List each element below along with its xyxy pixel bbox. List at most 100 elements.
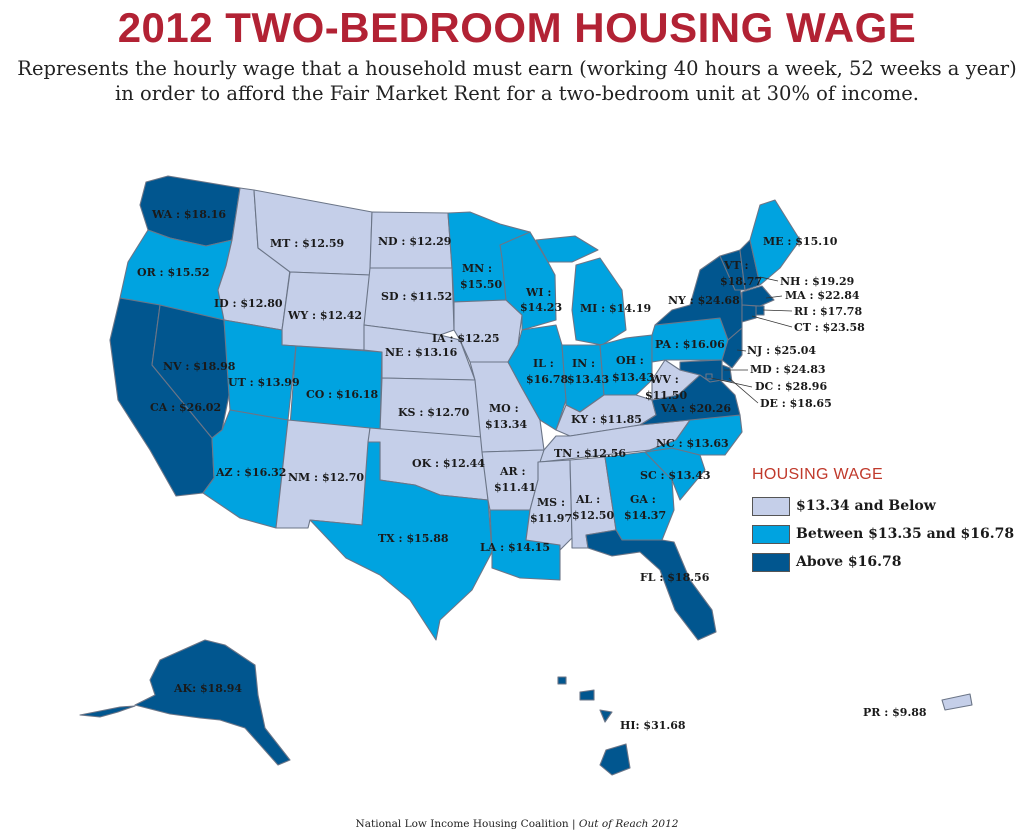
- map-subtitle: Represents the hourly wage that a househ…: [0, 56, 1034, 106]
- legend-item-high: Above $16.78: [752, 548, 1032, 576]
- state-tx: [309, 441, 493, 641]
- label-ct: CT : $23.58: [794, 321, 865, 334]
- label-nv: NV : $18.98: [163, 360, 236, 373]
- label-mn-1: MN :: [462, 262, 492, 275]
- leader-lines: [710, 276, 793, 404]
- label-co: CO : $16.18: [306, 388, 379, 401]
- label-vt-1: VT :: [723, 259, 749, 272]
- label-al-2: $12.50: [572, 509, 614, 522]
- label-oh-1: OH :: [616, 354, 644, 367]
- label-or: OR : $15.52: [137, 266, 210, 279]
- label-il-1: IL :: [533, 357, 554, 370]
- label-va: VA : $20.26: [660, 402, 731, 415]
- state-dc: [705, 373, 713, 380]
- legend-swatch-mid: [752, 524, 790, 544]
- label-ia: IA : $12.25: [432, 332, 500, 345]
- label-wi-1: WI :: [525, 286, 551, 299]
- label-tx: TX : $15.88: [378, 532, 449, 545]
- label-ar-1: AR :: [499, 465, 526, 478]
- label-ca: CA : $26.02: [150, 401, 221, 414]
- label-mn-2: $15.50: [460, 278, 502, 291]
- state-fl: [585, 529, 717, 641]
- label-ak: AK: $18.94: [173, 682, 242, 695]
- label-wi-2: $14.23: [520, 301, 562, 314]
- label-ok: OK : $12.44: [412, 457, 485, 470]
- legend-label-mid: Between $13.35 and $16.78: [796, 526, 1015, 542]
- subtitle-line-1: Represents the hourly wage that a househ…: [17, 57, 1017, 80]
- label-pr: PR : $9.88: [863, 706, 927, 719]
- state-il: [507, 324, 567, 431]
- label-nj: NJ : $25.04: [747, 344, 816, 357]
- footer: National Low Income Housing Coalition | …: [0, 818, 1034, 830]
- label-oh-2: $13.43: [612, 371, 654, 384]
- state-ak: [134, 639, 291, 766]
- state-nc: [644, 414, 743, 456]
- legend-swatch-low: [752, 496, 790, 516]
- label-wa: WA : $18.16: [151, 208, 226, 221]
- label-mi: MI : $14.19: [580, 302, 651, 315]
- state-hi-2: [579, 689, 595, 701]
- label-ga-2: $14.37: [624, 509, 666, 522]
- label-de: DE : $18.65: [760, 397, 832, 410]
- legend-item-mid: Between $13.35 and $16.78: [752, 520, 1032, 548]
- state-ak-chain: [79, 705, 136, 718]
- label-sc: SC : $13.43: [640, 469, 711, 482]
- state-wi: [499, 231, 557, 331]
- state-sd: [363, 267, 455, 336]
- footer-separator: |: [572, 818, 576, 830]
- label-vt-2: $18.77: [720, 275, 762, 288]
- legend-label-high: Above $16.78: [796, 554, 902, 570]
- label-id: ID : $12.80: [214, 297, 283, 310]
- label-nd: ND : $12.29: [378, 235, 451, 248]
- label-tn: TN : $12.56: [554, 447, 626, 460]
- label-wy: WY : $12.42: [287, 309, 362, 322]
- label-ky: KY : $11.85: [571, 413, 642, 426]
- label-in-2: $13.43: [567, 373, 609, 386]
- label-mt: MT : $12.59: [270, 237, 344, 250]
- state-hi-1: [557, 676, 567, 685]
- state-ct: [741, 304, 757, 323]
- label-wv-1: WV :: [649, 373, 679, 386]
- label-il-2: $16.78: [526, 373, 568, 386]
- state-mi-up: [535, 235, 599, 263]
- label-ms-2: $11.97: [530, 512, 572, 525]
- label-fl: FL : $18.56: [640, 571, 710, 584]
- state-ma: [741, 285, 775, 307]
- label-al-1: AL :: [575, 493, 600, 506]
- label-ks: KS : $12.70: [398, 406, 470, 419]
- label-me: ME : $15.10: [763, 235, 838, 248]
- label-mo-1: MO :: [489, 402, 519, 415]
- label-dc: DC : $28.96: [755, 380, 827, 393]
- label-in-1: IN :: [572, 357, 595, 370]
- label-nm: NM : $12.70: [288, 471, 364, 484]
- label-ga-1: GA :: [630, 493, 656, 506]
- legend-title: HOUSING WAGE: [752, 466, 884, 483]
- footer-org: National Low Income Housing Coalition: [355, 818, 569, 830]
- label-ms-1: MS :: [537, 496, 565, 509]
- state-me: [749, 199, 801, 286]
- state-ri: [755, 305, 765, 316]
- label-wv-2: $11.50: [645, 389, 687, 402]
- state-nj: [721, 327, 743, 369]
- label-md: MD : $24.83: [750, 363, 826, 376]
- label-ny: NY : $24.68: [668, 294, 740, 307]
- state-hi-4: [599, 743, 631, 776]
- label-ri: RI : $17.78: [794, 305, 862, 318]
- legend-swatch-high: [752, 552, 790, 572]
- label-mo-2: $13.34: [485, 418, 527, 431]
- label-sd: SD : $11.52: [381, 290, 452, 303]
- label-nh: NH : $19.29: [780, 275, 854, 288]
- label-ma: MA : $22.84: [785, 289, 860, 302]
- label-ne: NE : $13.16: [385, 346, 458, 359]
- state-pr: [941, 693, 973, 711]
- subtitle-line-2: in order to afford the Fair Market Rent …: [114, 82, 920, 105]
- legend-label-low: $13.34 and Below: [796, 498, 936, 514]
- label-ut: UT : $13.99: [228, 376, 300, 389]
- label-pa: PA : $16.06: [655, 338, 725, 351]
- map-legend: HOUSING WAGE $13.34 and Below Between $1…: [752, 466, 1032, 576]
- legend-item-low: $13.34 and Below: [752, 492, 1032, 520]
- label-nc: NC : $13.63: [656, 437, 729, 450]
- state-hi-3: [599, 709, 613, 723]
- label-az: AZ : $16.32: [215, 466, 286, 479]
